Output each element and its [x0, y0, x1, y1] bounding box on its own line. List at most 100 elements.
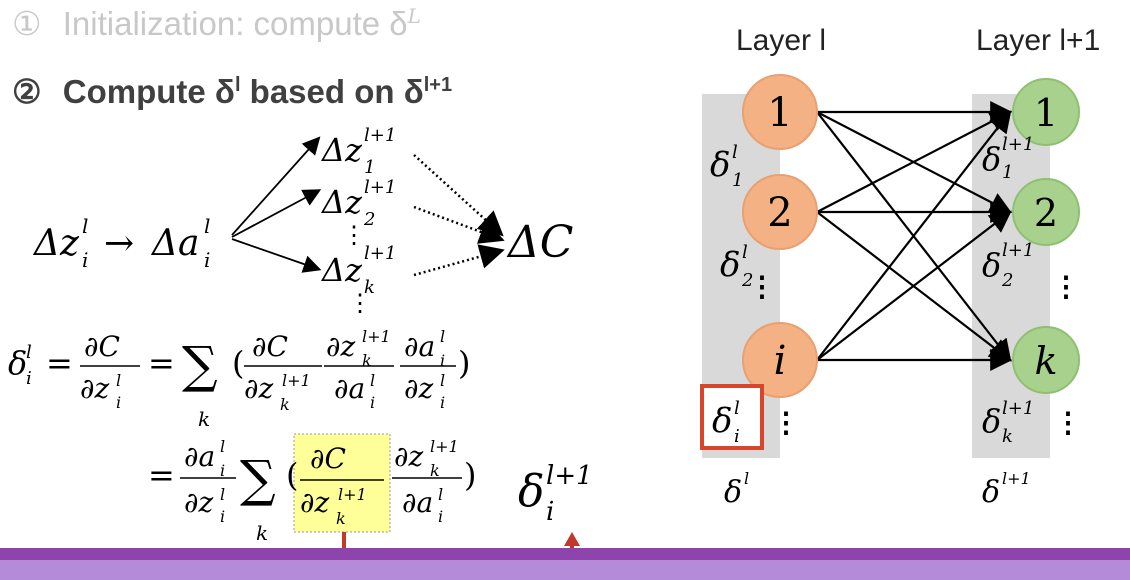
left-delta-i-sub: i [734, 426, 740, 447]
paren-1-close: ) [458, 344, 470, 382]
layer-l1-column [972, 94, 1050, 458]
eq-sign-1: = [46, 344, 73, 382]
step-1-marker: ① [12, 5, 42, 42]
chain-diagram: Δz i l → Δa i l Δz 1 l+1 Δz 2 l+1 ⋮ Δz k… [32, 125, 573, 315]
left-node-2-label: 2 [767, 190, 792, 236]
layer-l1-title: Layer l+1 [976, 24, 1101, 57]
frac4-num-sup: l [440, 327, 445, 346]
eq-lhs: δ [8, 344, 27, 382]
left-vdots-2: ⋮ [772, 406, 800, 439]
right-delta-2-sup: l+1 [1002, 240, 1034, 261]
frac2-num: ∂C [252, 330, 288, 363]
frac4-den-sup: l [440, 371, 445, 390]
right-node-1-label: 1 [1034, 91, 1058, 135]
step-2-sup: l+1 [423, 74, 453, 96]
left-vdots-1: ⋮ [748, 270, 776, 303]
left-node-1-label: 1 [767, 90, 792, 136]
frac5-num-idx: i [220, 461, 225, 480]
chain-arrow: → [104, 223, 134, 264]
frac7-den-idx: i [438, 507, 443, 526]
paren-2-open: ( [286, 456, 298, 494]
right-delta-k: δ [982, 402, 1001, 440]
right-node-2-label: 2 [1034, 191, 1058, 235]
arrow-to-z2 [231, 189, 322, 238]
right-node-2 [1012, 178, 1080, 246]
z2-term: Δz [320, 183, 363, 221]
frac5-den-idx: i [220, 507, 225, 526]
left-delta-2: δ [720, 245, 740, 285]
footer-bar-top [0, 548, 1130, 560]
dot-arrow-3 [413, 244, 505, 277]
right-delta-2: δ [982, 246, 1001, 284]
paren-2-close: ) [464, 456, 476, 494]
left-delta-1-sub: 1 [732, 170, 743, 191]
arrow-to-z1 [231, 136, 321, 236]
frac4-num-idx: i [440, 351, 445, 370]
right-node-1 [1012, 78, 1080, 146]
frac1-den-idx: i [116, 393, 121, 412]
z1-sub: 1 [364, 157, 375, 178]
red-connector-head [564, 532, 580, 546]
frac3-den: ∂a [334, 372, 365, 405]
z2-sup: l+1 [364, 177, 396, 198]
step-2: ② Compute δl based on δl+1 [12, 72, 452, 111]
selected-delta-box [700, 384, 764, 450]
sum-1: ∑ [182, 336, 218, 394]
left-delta-2-sup: l [742, 242, 748, 263]
frac7-num: ∂z [394, 440, 423, 473]
frac5-den-sup: l [220, 485, 225, 504]
eq-lhs-sub: i [26, 368, 32, 389]
side-label: δ [518, 466, 545, 517]
right-bottom-delta-sup: l+1 [1002, 469, 1031, 488]
right-bottom-delta: δ [982, 475, 1000, 510]
step-1-sup: L [407, 4, 421, 28]
highlight-box [293, 433, 391, 533]
left-node-i-label: i [774, 338, 787, 384]
network-diagram: 1 2 i 1 2 k δ 1 l δ 2 l ⋮ δ i l ⋮ δ l δ … [700, 74, 1082, 510]
frac1-den: ∂z [80, 372, 109, 405]
frac7-num-idx: k [430, 461, 440, 480]
z1-term: Δz [320, 131, 363, 169]
frac3-num-sup: l+1 [362, 327, 391, 346]
frac5-num: ∂a [184, 440, 215, 473]
right-delta-k-sup: l+1 [1002, 398, 1034, 419]
right-vdots-2: ⋮ [1054, 406, 1082, 439]
chain-left-sup: l [82, 214, 88, 238]
left-bottom-delta-sup: l [744, 469, 749, 488]
dot-arrow-2 [413, 205, 505, 244]
step-1-text: Initialization: compute δ [62, 5, 408, 42]
frac1-den-sup: l [116, 371, 121, 390]
right-delta-1-sub: 1 [1002, 162, 1013, 183]
frac7-den: ∂a [402, 486, 433, 519]
zk-term: Δz [320, 251, 363, 289]
frac6-den-idx: k [336, 509, 346, 528]
sum-2-index: k [256, 521, 268, 545]
step-2-text: Compute δ [62, 73, 235, 110]
eq-lhs-sup: l [26, 342, 32, 363]
left-delta-2-sub: 2 [741, 270, 753, 291]
frac1-num: ∂C [84, 330, 120, 363]
frac3-num: ∂z [326, 330, 355, 363]
side-label-sub: i [546, 497, 554, 527]
left-delta-i-sup: l [734, 398, 740, 419]
right-delta-k-sub: k [1002, 426, 1013, 447]
side-label-sup: l+1 [546, 461, 593, 491]
arrow-to-zk [231, 238, 322, 273]
chain-left-sub: i [82, 248, 88, 272]
layer-l-title: Layer l [736, 24, 827, 57]
sum-2: ∑ [240, 450, 276, 508]
frac3-den-sup: l [370, 371, 375, 390]
right-delta-2-sub: 2 [1001, 270, 1013, 291]
chain-mid-sup: l [204, 214, 210, 238]
zk-sup: l+1 [364, 243, 396, 264]
eq-sign-3: = [148, 456, 175, 494]
frac6-den-sup: l+1 [338, 485, 367, 504]
left-node-1 [742, 74, 818, 150]
right-delta-1: δ [982, 140, 1001, 178]
chain-mid-sub: i [204, 248, 210, 272]
frac5-num-sup: l [220, 437, 225, 456]
frac2-den: ∂z [244, 372, 273, 405]
right-node-k-label: k [1034, 339, 1057, 383]
paren-1-open: ( [232, 344, 244, 382]
delta-equation: δ i l = ∂C ∂z i l = ∑ k ( ∂C ∂z k l+1 ∂z… [8, 327, 593, 545]
